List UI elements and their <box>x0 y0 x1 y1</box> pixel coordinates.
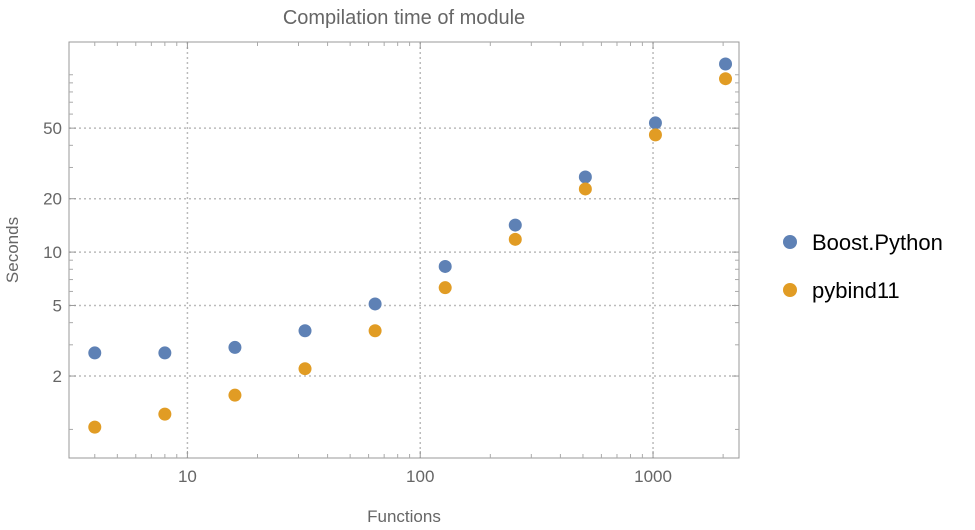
point-boost-python <box>158 346 172 360</box>
point-boost-python <box>719 57 733 71</box>
point-pybind11 <box>648 128 662 142</box>
y-tick-label: 5 <box>53 296 62 315</box>
legend-marker-boost-python <box>783 235 797 249</box>
point-pybind11 <box>228 388 242 402</box>
x-tick-label: 1000 <box>634 467 672 486</box>
point-pybind11 <box>368 324 382 338</box>
y-tick-label: 2 <box>53 367 62 386</box>
point-boost-python <box>228 340 242 354</box>
point-boost-python <box>648 116 662 130</box>
y-tick-label: 10 <box>43 243 62 262</box>
x-tick-label: 100 <box>406 467 434 486</box>
point-pybind11 <box>438 281 452 295</box>
legend-marker-pybind11 <box>783 283 797 297</box>
legend-label-boost-python: Boost.Python <box>812 230 943 255</box>
plot-frame <box>68 41 740 459</box>
chart-title: Compilation time of module <box>283 7 525 29</box>
x-axis-label: Functions <box>367 507 441 525</box>
data-points <box>88 57 733 434</box>
y-tick-label: 20 <box>43 190 62 209</box>
legend-label-pybind11: pybind11 <box>812 278 900 303</box>
legend: Boost.Python pybind11 <box>783 230 943 303</box>
point-boost-python <box>578 170 592 184</box>
point-boost-python <box>88 346 102 360</box>
point-pybind11 <box>88 420 102 434</box>
point-pybind11 <box>298 362 312 376</box>
axis-ticks: 10 100 1000 2 5 10 20 50 <box>43 42 739 486</box>
point-pybind11 <box>578 182 592 196</box>
y-tick-label: 50 <box>43 119 62 138</box>
point-boost-python <box>438 259 452 273</box>
gridlines <box>69 42 739 458</box>
point-boost-python <box>298 324 312 338</box>
point-pybind11 <box>719 72 733 86</box>
y-axis-label: Seconds <box>3 217 22 283</box>
point-pybind11 <box>158 407 172 421</box>
x-tick-label: 10 <box>178 467 197 486</box>
point-pybind11 <box>508 232 522 246</box>
point-boost-python <box>508 218 522 232</box>
point-boost-python <box>368 297 382 311</box>
